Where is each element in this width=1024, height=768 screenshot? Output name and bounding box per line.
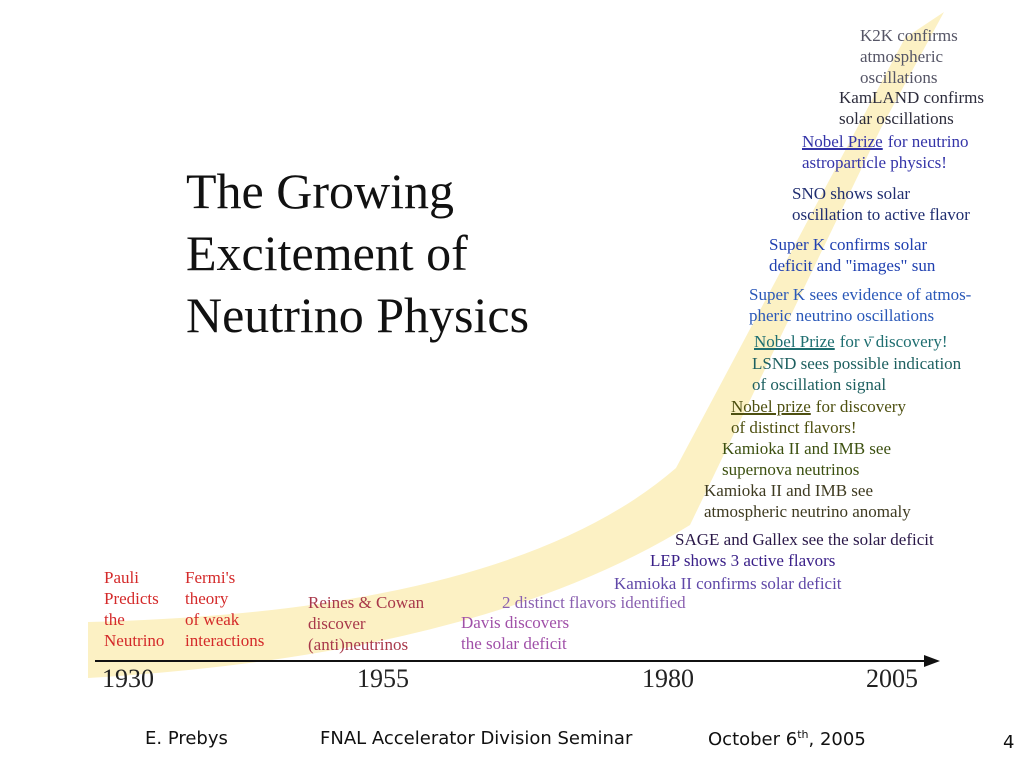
title-line: Excitement of [186,225,468,281]
growth-swoosh [88,12,944,678]
date-after: , 2005 [808,729,866,750]
event: KamLAND confirms solar oscillations [839,87,984,129]
page-number: 4 [1003,732,1015,753]
event-text: for neutrino [887,132,969,151]
event: Kamioka II and IMB see atmospheric neutri… [704,480,911,522]
event-line: of weak [185,610,240,629]
event-line: oscillations [860,68,938,87]
event: Nobel Prize for neutrino astroparticle phy… [802,131,968,173]
event-line: Kamioka II confirms solar deficit [614,574,842,593]
year-label: 1930 [102,664,154,693]
event-line: the solar deficit [461,634,567,653]
nobel-link: Nobel Prize [802,132,883,151]
event-line: astroparticle physics! [802,153,947,172]
title-line: The Growing [186,163,454,219]
event-line: Nobel prize for discovery [731,396,906,417]
event-line: discover [308,614,366,633]
title-line: Neutrino Physics [186,287,530,343]
event-line: LSND sees possible indication [752,354,962,373]
event-line: deficit and "images" sun [769,256,936,275]
event-line: theory [185,589,229,608]
event-line: Nobel Prize for neutrino [802,131,968,152]
event-line: Nobel Prize for ν̄ discovery! [754,331,948,352]
event: Fermi's theory of weak interactions [185,567,264,651]
event-line: Davis discovers [461,613,570,632]
event-line: Predicts [104,589,159,608]
event-line: 2 distinct flavors identified [502,593,686,612]
year-label: 1955 [357,664,409,693]
event: Kamioka II confirms solar deficit [614,573,842,594]
event: Davis discovers the solar deficit [461,612,569,654]
event: LSND sees possible indication of oscillat… [752,353,961,395]
event-line: SAGE and Gallex see the solar deficit [675,530,934,549]
event-line: LEP shows 3 active flavors [650,551,836,570]
event-line: Kamioka II and IMB see [722,439,892,458]
event-line: atmospheric neutrino anomaly [704,502,911,521]
timeline-arrow [924,655,940,667]
event-line: SNO shows solar [792,184,911,203]
event-line: Pauli [104,568,139,587]
event-line: the [104,610,125,629]
event-line: Super K sees evidence of atmos- [749,285,972,304]
event-line: Fermi's [185,568,236,587]
footer-author: E. Prebys [145,728,228,749]
event-line: K2K confirms [860,26,958,45]
event-line: of distinct flavors! [731,418,857,437]
year-label: 1980 [642,664,694,693]
event: LEP shows 3 active flavors [650,550,835,571]
event-line: atmospheric [860,47,944,66]
event-line: Kamioka II and IMB see [704,481,874,500]
date-text: October 6 [708,729,798,750]
footer-event: FNAL Accelerator Division Seminar [320,728,633,749]
event-line: Super K confirms solar [769,235,928,254]
title: The Growing Excitement of Neutrino Physi… [186,160,529,346]
event: Super K sees evidence of atmos-pheric ne… [749,284,971,326]
event-line: (anti)neutrinos [308,635,409,654]
event-line: KamLAND confirms [839,88,984,107]
event-text: for discovery [815,397,906,416]
event-line: interactions [185,631,265,650]
nobel-link: Nobel Prize [754,332,835,351]
event: SAGE and Gallex see the solar deficit [675,529,934,550]
event-text: for ν̄ discovery! [839,332,948,351]
nobel-link: Nobel prize [731,397,811,416]
event-line: solar oscillations [839,109,954,128]
event-line: supernova neutrinos [722,460,860,479]
event-line: oscillation to active flavor [792,205,970,224]
footer-date: October 6th, 2005 [708,728,866,750]
event-line: pheric neutrino oscillations [749,306,935,325]
event-line: of oscillation signal [752,375,887,394]
year-label: 2005 [866,664,918,693]
event: Super K confirms solar deficit and "image… [769,234,935,276]
event: Nobel Prize for ν̄ discovery! [754,331,948,352]
event-line: Reines & Cowan [308,593,425,612]
date-sup: th [797,728,809,741]
event: K2K confirms atmospheric oscillations [860,25,958,88]
event: Pauli Predicts the Neutrino [104,567,164,651]
event: 2 distinct flavors identified [502,592,686,613]
event-line: Neutrino [104,631,165,650]
event: Kamioka II and IMB see supernova neutrino… [722,438,891,480]
event: Nobel prize for discovery of distinct flav… [731,396,906,438]
event: Reines & Cowan discover (anti)neutrinos [308,592,424,655]
event: SNO shows solar oscillation to active fla… [792,183,970,225]
